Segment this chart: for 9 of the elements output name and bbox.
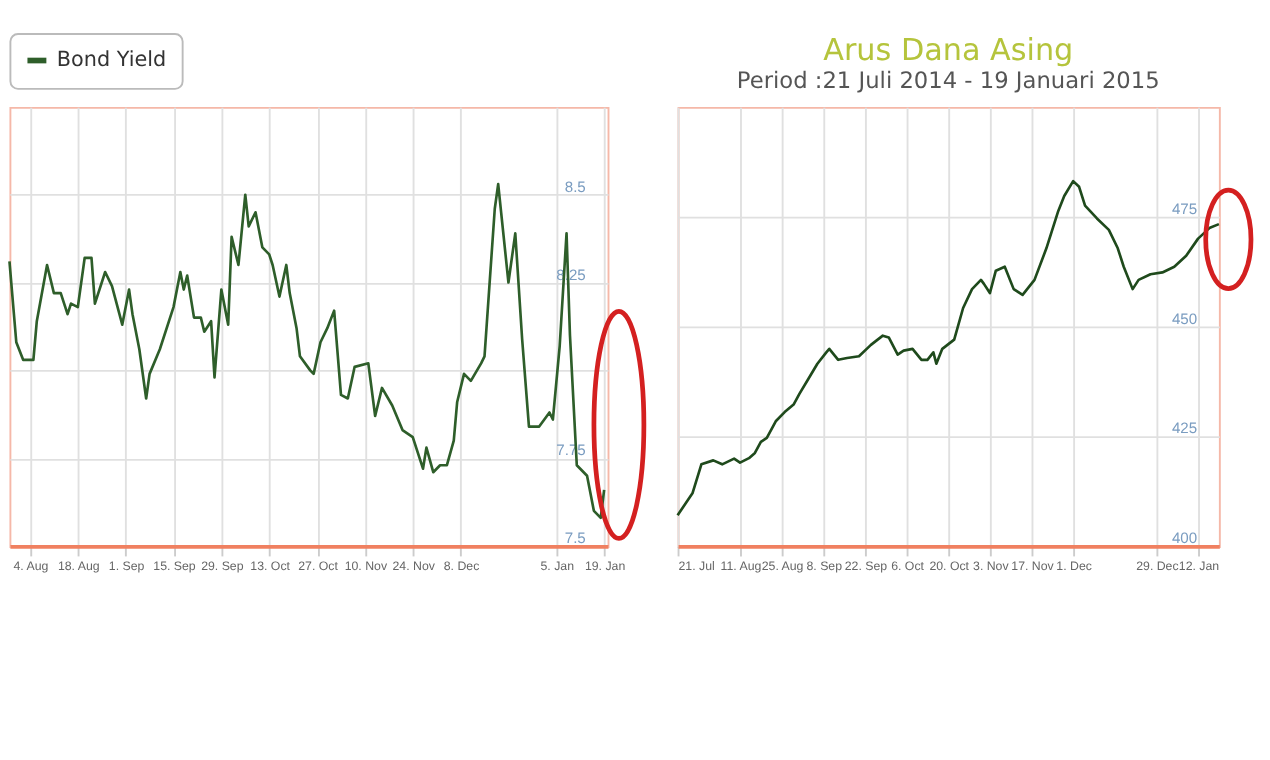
chart-subtitle: Period :21 Juli 2014 - 19 Januari 2015 [736,65,1160,94]
y-tick-label: 450 [1171,309,1198,328]
y-tick-label: 400 [1171,529,1198,548]
y-tick-label: 7.5 [564,529,586,548]
chart-title: Arus Dana Asing [823,31,1074,68]
legend-label: Bond Yield [56,48,167,73]
y-tick-label: 475 [1171,199,1198,218]
y-tick-label: 8.5 [564,177,586,196]
y-tick-label: 425 [1171,419,1198,438]
